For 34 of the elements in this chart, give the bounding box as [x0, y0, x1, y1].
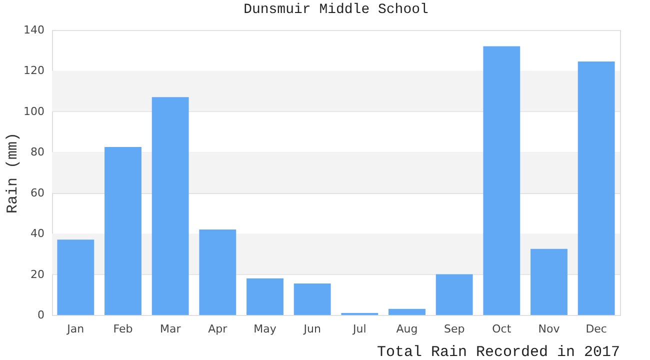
text: Total Rain Recorded in 2017 [376, 344, 620, 360]
x-tick-label: Apr [208, 322, 228, 336]
y-tick-label: 100 [24, 104, 44, 118]
y-tick-label: 80 [30, 146, 44, 159]
y-tick-label: 120 [24, 64, 44, 78]
bar [246, 278, 284, 315]
bar [294, 283, 331, 315]
bar [436, 274, 473, 315]
y-tick-label: 60 [30, 186, 44, 200]
bar [104, 147, 142, 315]
x-tick-label: May [254, 322, 277, 336]
y-tick-label: 0 [38, 308, 44, 322]
x-tick-label: Nov [538, 322, 560, 336]
bar [152, 97, 189, 315]
y-tick-label: 140 [24, 24, 44, 36]
y-tick-label: 40 [30, 227, 44, 240]
x-tick-label: Mar [160, 322, 182, 336]
x-tick-label: Feb [113, 322, 133, 336]
x-tick-label: Jan [66, 322, 84, 336]
bar [530, 248, 568, 315]
x-tick-label: Sep [444, 322, 465, 336]
x-tick-label: Oct [492, 322, 512, 336]
y-tick-label: 20 [30, 268, 44, 281]
bar [199, 230, 236, 315]
chart-title: Dunsmuir Middle School [244, 2, 428, 18]
y-axis-title: Rain (mm) [4, 132, 22, 214]
bar [578, 62, 615, 315]
bar [483, 46, 520, 315]
x-tick-label: Jul [352, 322, 366, 336]
x-tick-label: Jun [302, 322, 321, 336]
x-tick-label: Dec [586, 322, 607, 336]
x-tick-label: Aug [396, 322, 418, 336]
bar [388, 308, 426, 315]
bar [57, 240, 94, 315]
